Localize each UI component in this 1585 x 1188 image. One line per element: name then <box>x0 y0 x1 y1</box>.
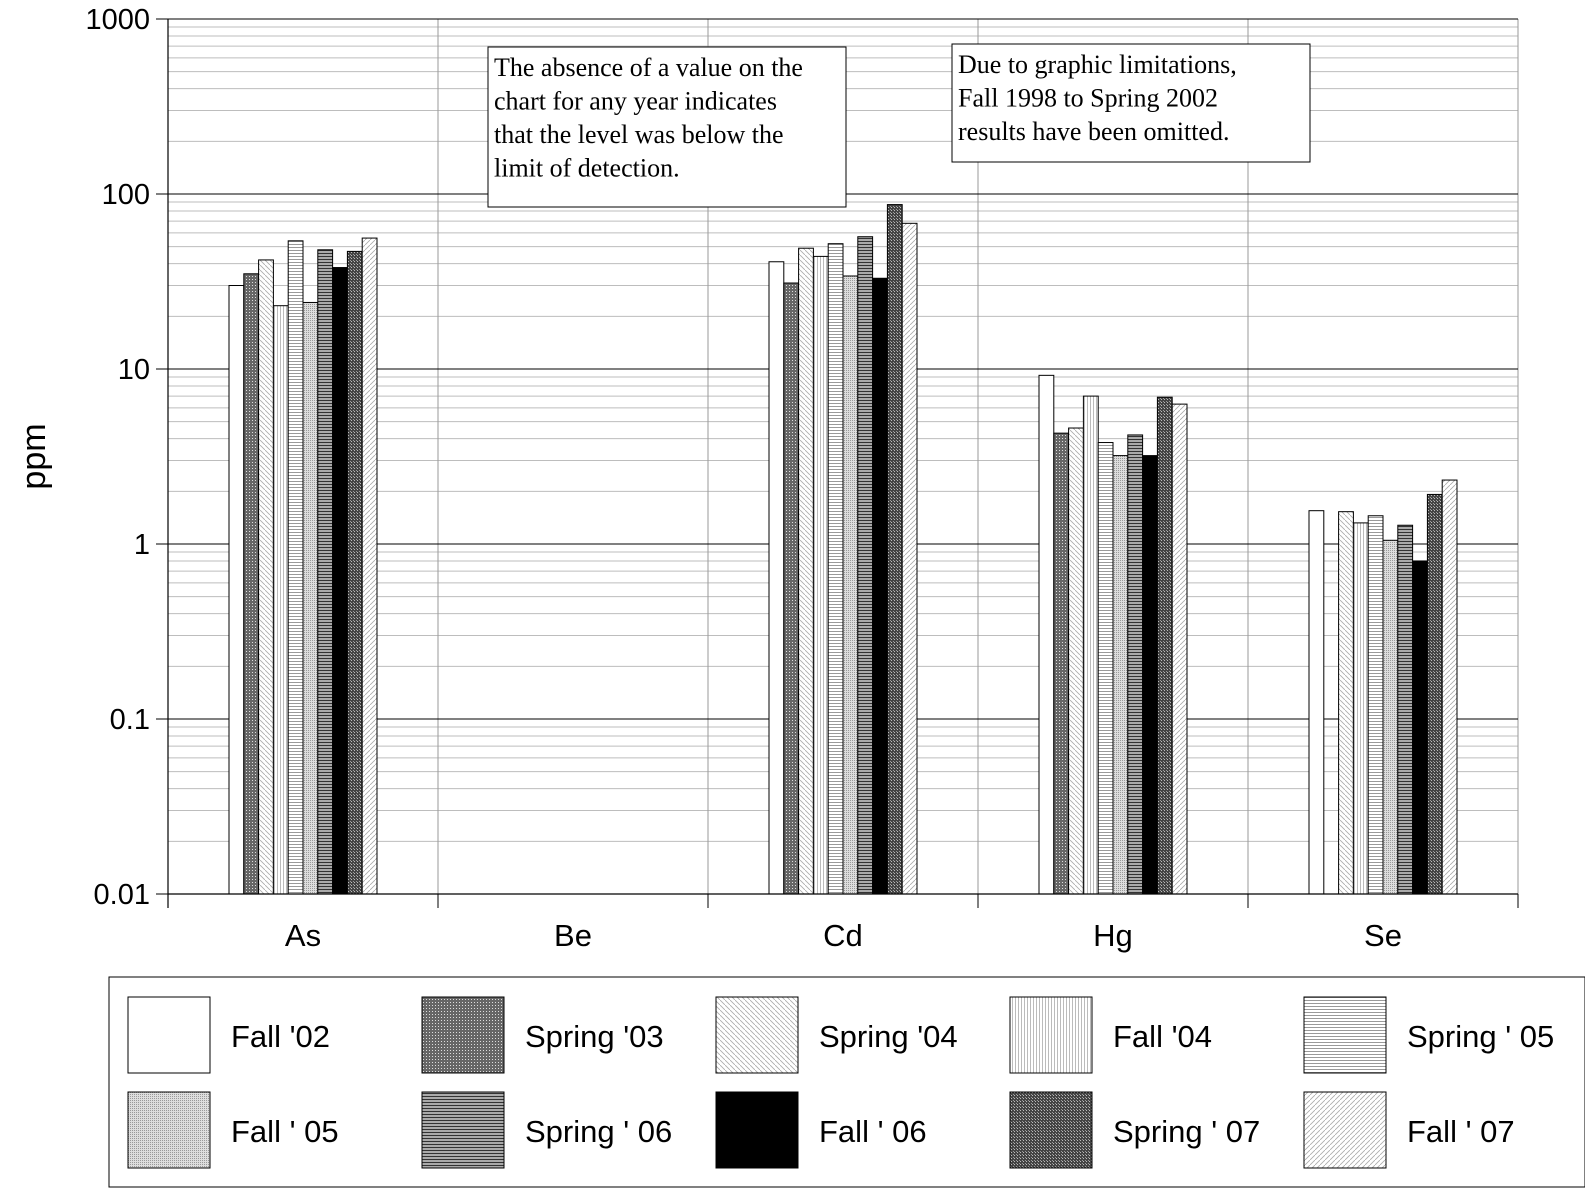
annotation-line: limit of detection. <box>494 154 680 183</box>
bar <box>287 240 304 895</box>
annotation-line: The absence of a value on the <box>494 53 803 82</box>
annotation-line: results have been omitted. <box>958 117 1229 146</box>
legend-item: Spring '03 <box>421 996 664 1074</box>
x-tick-label: Hg <box>1093 918 1133 953</box>
bar <box>1156 396 1173 895</box>
bar <box>1382 539 1399 895</box>
bar <box>1367 515 1384 895</box>
annotation-border <box>487 46 847 208</box>
bar <box>1127 434 1144 895</box>
bar <box>1412 560 1428 895</box>
bar <box>361 237 378 895</box>
legend-item: Fall ' 07 <box>1303 1091 1515 1169</box>
bar <box>1053 432 1070 895</box>
y-tick-label: 10 <box>118 354 150 386</box>
y-tick-label: 1000 <box>85 4 150 36</box>
y-tick-label: 100 <box>102 179 150 211</box>
annotation-box: Due to graphic limitations, Fall 1998 to … <box>951 43 1311 163</box>
bar <box>812 255 829 895</box>
legend-label: Spring ' 05 <box>1407 1019 1554 1054</box>
legend-swatch <box>715 996 799 1074</box>
legend-label: Fall ' 06 <box>819 1114 927 1149</box>
bar <box>768 261 785 895</box>
bar <box>1068 427 1084 895</box>
bar <box>1097 442 1114 895</box>
bar <box>827 243 844 895</box>
bar <box>302 301 319 895</box>
bar <box>798 247 814 895</box>
legend-label: Spring ' 07 <box>1113 1114 1260 1149</box>
bar <box>258 259 274 895</box>
legend-swatch <box>715 1091 799 1169</box>
y-tick-label: 1 <box>134 529 150 561</box>
legend-label: Fall '04 <box>1113 1019 1212 1054</box>
legend-item: Fall ' 06 <box>715 1091 927 1169</box>
x-tick-label: Be <box>554 918 592 953</box>
legend-item: Fall ' 05 <box>127 1091 339 1169</box>
annotations: The absence of a value on the chart for a… <box>487 43 1311 208</box>
annotation-box: The absence of a value on the chart for a… <box>487 46 847 208</box>
bar <box>1308 510 1325 895</box>
bar <box>317 249 334 895</box>
annotation-border <box>951 43 1311 163</box>
legend-item: Spring ' 05 <box>1303 996 1554 1074</box>
annotation-line: Due to graphic limitations, <box>958 50 1237 79</box>
bar <box>1352 522 1369 895</box>
bar <box>783 282 800 895</box>
bar <box>332 267 348 895</box>
x-tick-label: As <box>285 918 321 953</box>
bar <box>1082 395 1099 895</box>
bar <box>1171 403 1188 895</box>
legend-label: Fall '02 <box>231 1019 330 1054</box>
legend-swatch <box>127 1091 211 1169</box>
legend-swatch <box>1303 1091 1387 1169</box>
bar <box>272 305 289 895</box>
annotation-line: that the level was below the <box>494 120 784 149</box>
x-tick-label: Se <box>1364 918 1402 953</box>
bar <box>901 222 918 895</box>
y-axis-label: ppm <box>15 423 53 489</box>
legend-item: Spring '04 <box>715 996 958 1074</box>
bar <box>1112 455 1129 895</box>
legend-swatch <box>421 1091 505 1169</box>
bar <box>1338 511 1354 895</box>
legend-label: Spring '03 <box>525 1019 664 1054</box>
x-tick-label: Cd <box>823 918 863 953</box>
legend-label: Fall ' 07 <box>1407 1114 1515 1149</box>
bar <box>1441 479 1458 895</box>
bar <box>886 204 903 895</box>
y-tick-label: 0.1 <box>110 704 150 736</box>
legend-label: Fall ' 05 <box>231 1114 339 1149</box>
legend-swatch <box>127 996 211 1074</box>
legend-item: Fall '04 <box>1009 996 1212 1074</box>
legend-item: Fall '02 <box>127 996 330 1074</box>
bar <box>857 236 874 895</box>
bar <box>243 273 260 895</box>
legend-item: Spring ' 07 <box>1009 1091 1260 1169</box>
bar <box>1426 493 1443 895</box>
legend-swatch <box>1303 996 1387 1074</box>
bars <box>228 204 1458 895</box>
bar <box>346 250 363 895</box>
annotation-line: Fall 1998 to Spring 2002 <box>958 84 1218 113</box>
legend-label: Spring '04 <box>819 1019 958 1054</box>
bar <box>842 275 859 895</box>
bar <box>228 285 245 895</box>
legend-swatch <box>1009 996 1093 1074</box>
legend-swatch <box>1009 1091 1093 1169</box>
bar <box>872 277 888 895</box>
legend-item: Spring ' 06 <box>421 1091 672 1169</box>
bar <box>1142 455 1158 895</box>
legend-swatch <box>421 996 505 1074</box>
legend: Fall '02 Spring '03 Spring '04 Fall '04 Spri… <box>108 976 1585 1188</box>
y-tick-label: 0.01 <box>94 879 150 911</box>
bar <box>1397 524 1414 895</box>
bar <box>1038 374 1055 895</box>
axes: 1000 100 10 1 0.1 0.01 As Be Cd Hg Se ppm <box>15 4 1519 953</box>
annotation-line: chart for any year indicates <box>494 87 777 116</box>
legend-label: Spring ' 06 <box>525 1114 672 1149</box>
